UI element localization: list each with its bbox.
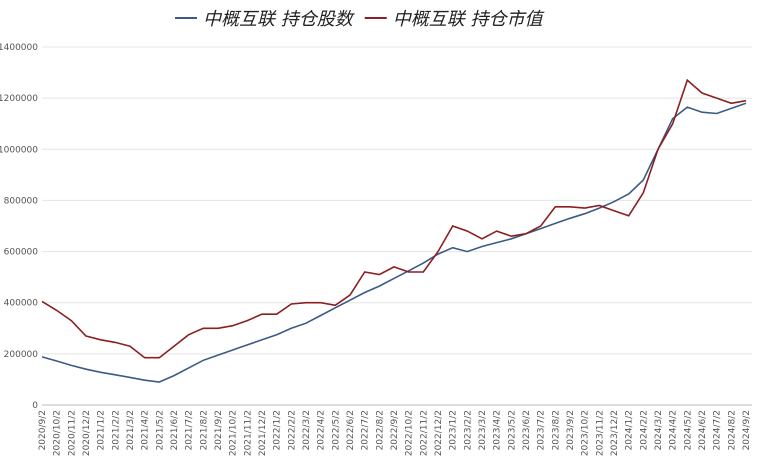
series-line [41,102,747,383]
x-tick-label: 2021/1/2 [97,410,107,450]
x-tick-label: 2023/7/2 [537,410,547,450]
x-tick-label: 2022/8/2 [375,410,385,450]
x-tick-label: 2020/10/2 [53,410,63,456]
x-tick-label: 2024/9/2 [742,410,752,450]
y-tick-label: 400000 [4,299,39,309]
x-tick-label: 2024/2/2 [639,410,649,450]
x-tick-label: 2024/6/2 [698,410,708,450]
x-tick-label: 2020/9/2 [38,410,48,450]
x-tick-label: 2021/8/2 [199,410,209,450]
x-tick-label: 2021/5/2 [155,410,165,450]
x-tick-label: 2021/12/2 [258,410,268,456]
y-tick-label: 600000 [4,248,39,258]
x-tick-label: 2021/4/2 [141,410,151,450]
x-tick-label: 2021/3/2 [126,410,136,450]
x-tick-label: 2023/3/2 [478,410,488,450]
y-tick-label: 200000 [4,350,39,360]
x-tick-label: 2023/4/2 [493,410,503,450]
x-tick-label: 2023/11/2 [595,410,605,456]
x-tick-label: 2021/6/2 [170,410,180,450]
x-tick-label: 2024/8/2 [727,410,737,450]
x-tick-label: 2023/10/2 [581,410,591,456]
legend-label: 中概互联 持仓股数 [203,9,355,30]
y-tick-label: 800000 [4,196,39,206]
x-tick-label: 2021/9/2 [214,410,224,450]
x-tick-label: 2022/11/2 [419,410,429,456]
x-tick-label: 2022/12/2 [434,410,444,456]
x-tick-label: 2021/2/2 [111,410,121,450]
x-tick-label: 2022/10/2 [405,410,415,456]
x-tick-label: 2021/10/2 [229,410,239,456]
x-tick-label: 2022/7/2 [361,410,371,450]
x-tick-label: 2022/2/2 [287,410,297,450]
x-tick-label: 2023/5/2 [507,410,517,450]
x-tick-label: 2022/4/2 [317,410,327,450]
series-line [41,78,747,359]
legend-label: 中概互联 持仓市值 [393,9,546,30]
x-tick-label: 2023/12/2 [610,410,620,456]
x-tick-label: 2023/2/2 [463,410,473,450]
x-tick-label: 2024/3/2 [654,410,664,450]
x-tick-label: 2024/7/2 [713,410,723,450]
x-tick-label: 2021/11/2 [243,410,253,456]
x-tick-label: 2024/1/2 [625,410,635,450]
x-tick-label: 2023/1/2 [449,410,459,450]
x-tick-label: 2021/7/2 [185,410,195,450]
y-tick-label: 1000000 [0,145,38,155]
x-tick-label: 2020/11/2 [67,410,77,456]
y-tick-label: 1200000 [0,94,38,104]
x-tick-label: 2024/4/2 [669,410,679,450]
x-tick-label: 2023/6/2 [522,410,532,450]
x-tick-label: 2022/3/2 [302,410,312,450]
x-tick-label: 2020/12/2 [82,410,92,456]
x-tick-label: 2024/5/2 [683,410,693,450]
x-tick-label: 2022/9/2 [390,410,400,450]
x-tick-label: 2022/6/2 [346,410,356,450]
x-tick-label: 2022/5/2 [331,410,341,450]
x-tick-label: 2023/9/2 [566,410,576,450]
y-tick-label: 0 [32,401,38,411]
x-tick-label: 2023/8/2 [551,410,561,450]
x-tick-label: 2022/1/2 [273,410,283,450]
y-tick-label: 1400000 [0,43,38,53]
